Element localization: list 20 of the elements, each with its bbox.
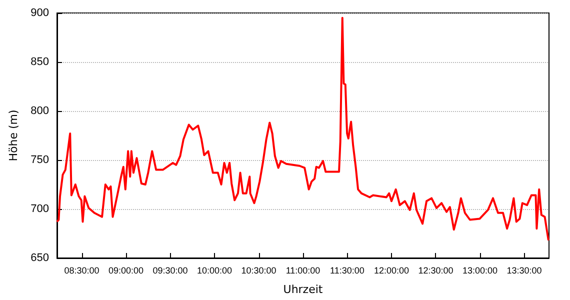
line-series (56, 16, 550, 242)
y-tick-label: 700 (30, 203, 49, 215)
y-tick-label: 650 (30, 252, 49, 264)
y-tick-label: 850 (30, 56, 49, 68)
x-tick-label: 09:00:00 (108, 266, 144, 276)
x-tick-label: 13:00:00 (462, 266, 498, 276)
x-tick-label: 10:30:00 (241, 266, 276, 276)
x-tick-label: 11:00:00 (286, 266, 320, 276)
x-tick-label: 08:30:00 (64, 266, 100, 276)
x-tick-label: 12:30:00 (418, 266, 454, 276)
y-tick-label: 750 (30, 154, 49, 166)
x-tick-label: 10:00:00 (196, 266, 232, 276)
y-axis-title: Höhe (m) (7, 110, 20, 162)
y-tick-label: 900 (30, 7, 49, 19)
x-tick-label: 13:30:00 (506, 266, 542, 276)
y-tick-label: 800 (30, 105, 49, 117)
x-tick-label: 09:30:00 (152, 266, 188, 276)
x-tick-label: 12:00:00 (374, 266, 410, 276)
x-tick-label: 11:30:00 (330, 266, 364, 276)
x-axis-title: Uhrzeit (283, 283, 324, 296)
